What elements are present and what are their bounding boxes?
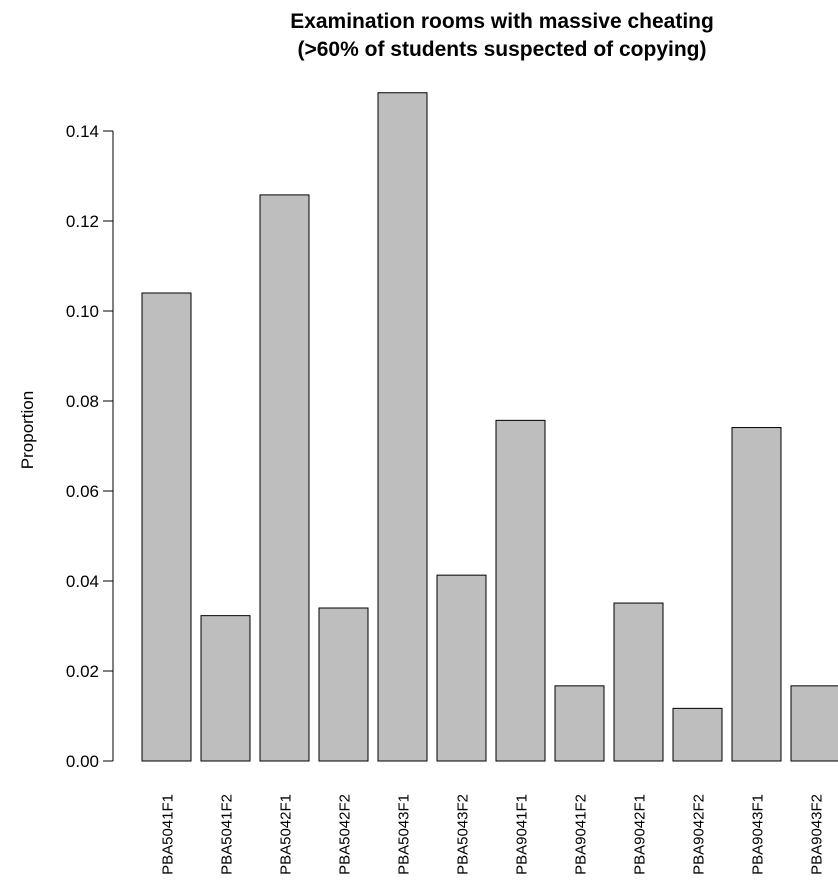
x-category-label: PBA5043F2 <box>455 794 472 875</box>
x-category-label: PBA9042F1 <box>632 794 649 875</box>
bar <box>200 615 251 762</box>
bar <box>259 194 310 762</box>
bar <box>436 574 487 762</box>
x-category-label: PBA9041F2 <box>573 794 590 875</box>
y-tick-label: 0.04 <box>66 572 99 591</box>
y-tick-label: 0.02 <box>66 662 99 681</box>
y-tick-label: 0.06 <box>66 482 99 501</box>
x-category-label: PBA9041F1 <box>514 794 531 875</box>
x-category-label: PBA5043F1 <box>396 794 413 875</box>
y-tick-label: 0.08 <box>66 392 99 411</box>
y-tick-label: 0.10 <box>66 302 99 321</box>
bar <box>554 685 605 762</box>
bar <box>790 685 838 762</box>
bars-group <box>141 92 838 762</box>
bar <box>377 92 428 762</box>
bar <box>318 607 369 762</box>
x-category-label: PBA5042F2 <box>337 794 354 875</box>
x-category-label: PBA5041F1 <box>160 794 177 875</box>
chart-subtitle: (>60% of students suspected of copying) <box>298 38 707 61</box>
category-labels-group: PBA5041F1 PBA5041F2 PBA5042F1 PBA5042F2 PBA5… <box>160 794 826 875</box>
x-category-label: PBA9042F2 <box>691 794 708 875</box>
bar <box>495 419 546 762</box>
bar <box>672 707 723 762</box>
x-category-label: PBA5041F2 <box>219 794 236 875</box>
x-category-label: PBA9043F1 <box>750 794 767 875</box>
y-axis: 0.00 0.02 0.04 0.06 0.08 0.10 0.12 0.14 <box>66 122 114 771</box>
y-tick-label: 0.14 <box>66 122 99 141</box>
y-axis-label: Proportion <box>18 391 37 469</box>
x-category-label: PBA9043F2 <box>809 794 826 875</box>
chart-title: Examination rooms with massive cheating <box>290 10 714 33</box>
y-tick-label: 0.00 <box>66 752 99 771</box>
bar <box>731 427 782 762</box>
bar <box>613 602 664 762</box>
y-tick-label: 0.12 <box>66 212 99 231</box>
x-category-label: PBA5042F1 <box>278 794 295 875</box>
bar <box>141 292 192 762</box>
